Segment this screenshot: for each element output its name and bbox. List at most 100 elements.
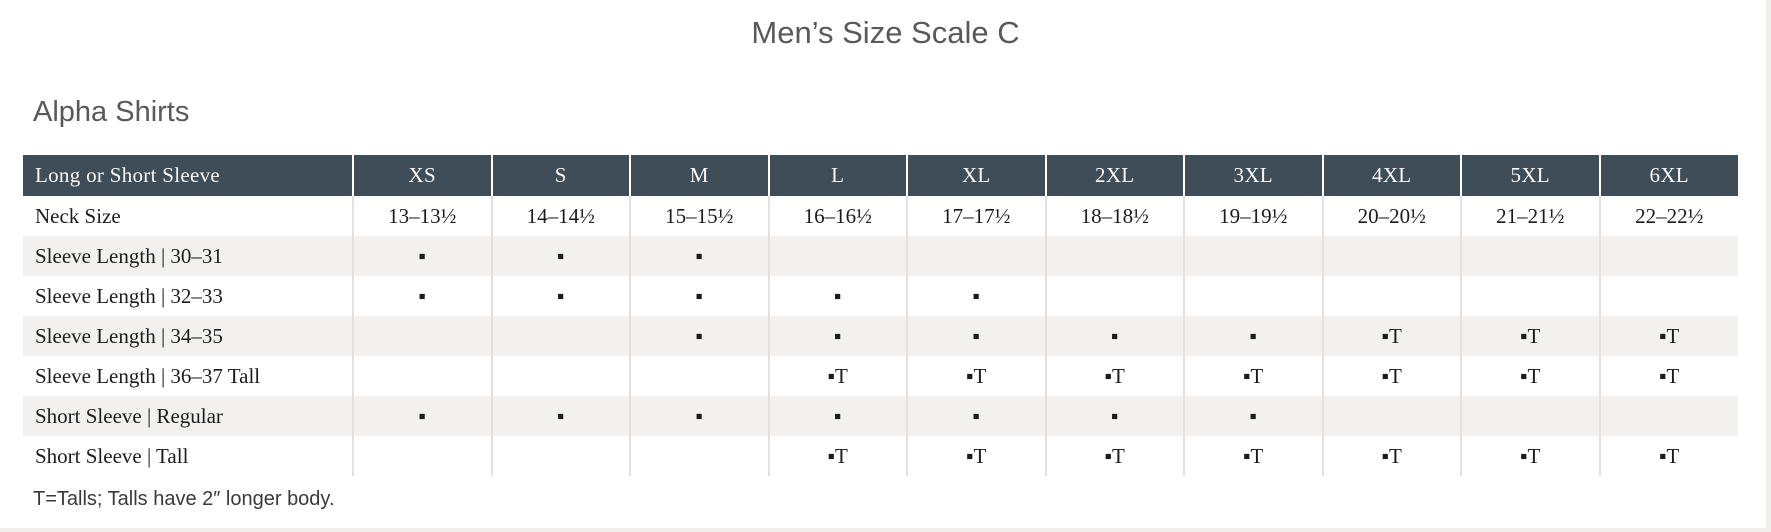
table-body: Neck Size 13–13½ 14–14½ 15–15½ 16–16½ 17–17½ 1… xyxy=(23,196,1739,477)
header-cell-size-3XL: 3XL xyxy=(1184,155,1324,197)
page-edge-bottom xyxy=(0,528,1771,532)
header-cell-size-M: M xyxy=(630,155,770,197)
fit-marker-cell: ▪ xyxy=(630,316,770,357)
fit-marker-cell: ▪ xyxy=(491,276,631,317)
empty-cell xyxy=(1322,396,1462,437)
tall-marker-cell: ▪T xyxy=(1659,363,1680,388)
empty-cell xyxy=(1461,276,1601,317)
empty-cell xyxy=(768,236,908,277)
fit-marker-cell: ▪ xyxy=(491,236,631,277)
empty-cell xyxy=(1600,276,1739,316)
tall-marker-cell: ▪T xyxy=(1184,356,1324,397)
fit-marker-cell: ▪ xyxy=(1045,316,1185,357)
tall-marker-cell: ▪T xyxy=(1461,436,1601,477)
fit-marker-cell: ▪ xyxy=(353,236,493,277)
size-chart-table: Long or Short Sleeve XS S M L XL 2XL 3XL 4XL 5XL 6… xyxy=(23,155,1739,477)
empty-cell xyxy=(630,436,770,477)
header-cell-size-XS: XS xyxy=(353,155,493,197)
value-cell: 20–20½ xyxy=(1322,196,1462,237)
row-label: Sleeve Length | 36–37 Tall xyxy=(23,356,354,397)
value-cell: 14–14½ xyxy=(491,196,631,237)
fit-marker-cell: ▪ xyxy=(1184,316,1324,357)
table-row: Sleeve Length | 34–35 ▪ ▪ ▪ ▪ ▪ ▪T ▪T ▪T xyxy=(23,316,1738,357)
tall-marker-cell: ▪T xyxy=(1322,356,1462,397)
value-cell: 16–16½ xyxy=(768,196,908,237)
empty-cell xyxy=(1461,396,1601,437)
empty-cell xyxy=(1600,236,1739,276)
empty-cell xyxy=(907,236,1047,277)
fit-marker-cell: ▪ xyxy=(907,276,1047,317)
tall-marker-cell: ▪T xyxy=(1322,436,1462,477)
row-label: Neck Size xyxy=(23,196,354,237)
row-label: Short Sleeve | Regular xyxy=(23,396,354,437)
table-row: Short Sleeve | Regular ▪ ▪ ▪ ▪ ▪ ▪ ▪ xyxy=(23,396,1739,437)
tall-marker-cell: ▪T xyxy=(907,436,1047,477)
header-cell-size-L: L xyxy=(768,155,908,197)
empty-cell xyxy=(1045,276,1185,317)
tall-marker-cell: ▪T xyxy=(1659,323,1680,348)
value-cell: 17–17½ xyxy=(907,196,1047,237)
value-cell: 13–13½ xyxy=(353,196,493,237)
value-cell: 21–21½ xyxy=(1461,196,1601,237)
table-row: Sleeve Length | 32–33 ▪ ▪ ▪ ▪ ▪ xyxy=(23,276,1739,317)
fit-marker-cell: ▪ xyxy=(907,316,1047,357)
empty-cell xyxy=(353,436,493,477)
tall-marker-cell: ▪T xyxy=(1322,316,1462,357)
tall-marker-cell: ▪T xyxy=(768,356,908,397)
header-cell-label: Long or Short Sleeve xyxy=(23,155,354,197)
table-row: Sleeve Length | 36–37 Tall ▪T ▪T ▪T ▪T ▪T ▪T ▪T xyxy=(23,356,1738,397)
fit-marker-cell: ▪ xyxy=(353,276,493,317)
page-title: Men’s Size Scale C xyxy=(751,15,1020,50)
fit-marker-cell: ▪ xyxy=(768,316,908,357)
empty-cell xyxy=(1045,236,1185,277)
section-title: Alpha Shirts xyxy=(33,96,190,129)
value-cell: 22–22½ xyxy=(1635,203,1704,228)
empty-cell xyxy=(1184,276,1324,317)
table-row: Neck Size 13–13½ 14–14½ 15–15½ 16–16½ 17–17½ 1… xyxy=(23,196,1738,237)
fit-marker-cell: ▪ xyxy=(768,396,908,437)
fit-marker-cell: ▪ xyxy=(768,276,908,317)
empty-cell xyxy=(1322,276,1462,317)
row-label: Short Sleeve | Tall xyxy=(23,436,354,477)
empty-cell xyxy=(353,316,493,357)
header-cell-size-6XL: 6XL xyxy=(1599,155,1738,197)
tall-marker-cell: ▪T xyxy=(1045,436,1185,477)
empty-cell xyxy=(1600,396,1739,436)
fit-marker-cell: ▪ xyxy=(491,396,631,437)
empty-cell xyxy=(491,356,631,397)
value-cell: 19–19½ xyxy=(1184,196,1324,237)
empty-cell xyxy=(353,356,493,397)
empty-cell xyxy=(630,356,770,397)
row-label: Sleeve Length | 34–35 xyxy=(23,316,354,357)
header-cell-size-4XL: 4XL xyxy=(1322,155,1462,197)
empty-cell xyxy=(1184,236,1324,277)
empty-cell xyxy=(1461,236,1601,277)
header-cell-size-S: S xyxy=(491,155,631,197)
fit-marker-cell: ▪ xyxy=(630,236,770,277)
table-row: Short Sleeve | Tall ▪T ▪T ▪T ▪T ▪T ▪T ▪T xyxy=(23,436,1738,477)
fit-marker-cell: ▪ xyxy=(630,396,770,437)
fit-marker-cell: ▪ xyxy=(907,396,1047,437)
tall-marker-cell: ▪T xyxy=(1461,356,1601,397)
tall-marker-cell: ▪T xyxy=(907,356,1047,397)
footnote-text: T=Talls; Talls have 2″ longer body. xyxy=(33,488,335,511)
empty-cell xyxy=(491,316,631,357)
fit-marker-cell: ▪ xyxy=(1045,396,1185,437)
row-label: Sleeve Length | 32–33 xyxy=(23,276,354,317)
row-label: Sleeve Length | 30–31 xyxy=(23,236,354,277)
tall-marker-cell: ▪T xyxy=(1659,443,1680,468)
empty-cell xyxy=(491,436,631,477)
tall-marker-cell: ▪T xyxy=(1461,316,1601,357)
value-cell: 15–15½ xyxy=(630,196,770,237)
value-cell: 18–18½ xyxy=(1045,196,1185,237)
fit-marker-cell: ▪ xyxy=(353,396,493,437)
empty-cell xyxy=(1322,236,1462,277)
fit-marker-cell: ▪ xyxy=(1184,396,1324,437)
header-cell-size-XL: XL xyxy=(907,155,1047,197)
page-edge-right xyxy=(1766,0,1771,532)
header-cell-size-2XL: 2XL xyxy=(1045,155,1185,197)
fit-marker-cell: ▪ xyxy=(630,276,770,317)
table-header-row: Long or Short Sleeve XS S M L XL 2XL 3XL 4XL 5XL 6… xyxy=(23,155,1738,197)
table-row: Sleeve Length | 30–31 ▪ ▪ ▪ xyxy=(23,236,1739,277)
tall-marker-cell: ▪T xyxy=(1045,356,1185,397)
